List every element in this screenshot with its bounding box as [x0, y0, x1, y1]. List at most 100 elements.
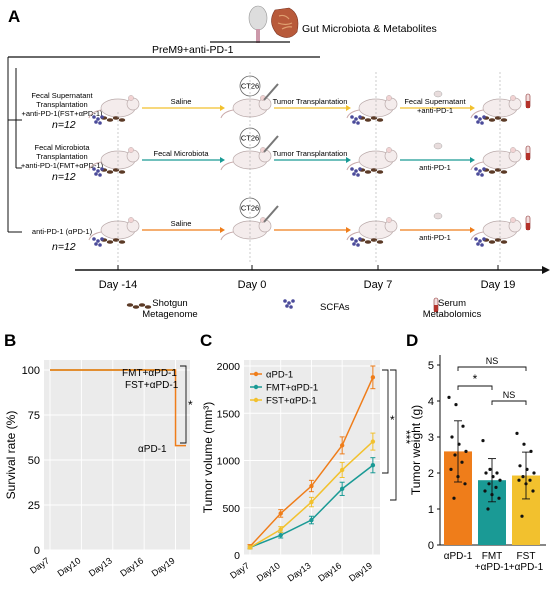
stool-icon: [358, 116, 384, 122]
mouse-icon: [220, 147, 272, 171]
mini-mouse-icon: [433, 142, 443, 150]
y-tick-label: 100: [22, 365, 40, 377]
molecule-icon: [474, 237, 486, 247]
significance-label: ***: [399, 430, 413, 444]
step-label: Saline: [171, 97, 192, 106]
y-tick-label: 2: [428, 468, 434, 480]
x-tick-label: Day16: [118, 555, 145, 578]
step-label: Fecal Supernatant: [404, 97, 466, 106]
comparison-bracket: [491, 400, 527, 405]
data-point: [490, 493, 494, 497]
data-point: [491, 475, 495, 479]
y-tick-label: 0: [428, 540, 434, 552]
step-label: anti-PD-1: [419, 163, 451, 172]
x-tick-label: Day19: [150, 555, 177, 578]
data-point: [450, 435, 454, 439]
syringe-icon: [263, 205, 279, 223]
molecule-icon: [350, 167, 362, 177]
y-axis-label: Tumor weight (g): [409, 405, 423, 495]
mouse-icon: [88, 95, 140, 119]
data-point: [449, 467, 453, 471]
legend-marker: [253, 397, 259, 403]
y-tick-label: 1500: [217, 408, 241, 420]
mouse-icon: [88, 217, 140, 241]
panel-b-letter: B: [4, 331, 16, 350]
y-tick-label: 50: [28, 455, 40, 467]
data-point: [309, 499, 314, 505]
arrow-head: [220, 105, 225, 111]
mouse-icon: [470, 147, 522, 171]
data-point: [488, 467, 492, 471]
y-tick-label: 1000: [217, 456, 241, 468]
legend-marker: [253, 371, 259, 377]
molecule-icon: [474, 115, 486, 125]
data-point: [370, 375, 376, 380]
data-point: [484, 471, 488, 475]
arrow-head: [346, 105, 351, 111]
comparison-label: NS: [503, 390, 516, 400]
significance-label: *: [188, 398, 193, 412]
group-n-label: n=12: [52, 171, 76, 183]
group-name-line: anti-PD-1 (αPD-1): [32, 227, 93, 236]
survival-line: [50, 369, 186, 447]
data-point: [278, 532, 283, 538]
data-point: [529, 449, 533, 453]
data-point: [309, 483, 314, 489]
group-name-line: Fecal Microbiota: [34, 143, 90, 152]
data-point: [454, 403, 458, 407]
timeline-label: Day 19: [481, 279, 516, 291]
serum-tube-icon: [525, 215, 531, 231]
data-point: [247, 545, 253, 550]
y-tick-label: 1: [428, 504, 434, 516]
data-point: [456, 475, 460, 479]
significance-bracket: [180, 365, 187, 444]
legend-label: SCFAs: [320, 302, 350, 313]
mouse-icon: [470, 95, 522, 119]
data-point: [447, 395, 451, 399]
panel-c-letter: C: [200, 331, 212, 350]
step-label: Tumor Transplantation: [273, 149, 348, 158]
group-row: Fecal MicrobiotaTransplantation+anti-PD-…: [21, 127, 531, 183]
data-point: [520, 514, 524, 518]
data-point: [370, 463, 376, 468]
data-point: [494, 485, 498, 489]
panel-a-letter: A: [8, 7, 20, 26]
data-point: [463, 482, 467, 486]
stool-icon: [126, 303, 152, 309]
mouse-icon: [220, 217, 272, 241]
y-axis-label: Tumor volume (mm³): [201, 402, 215, 514]
series-label: FST+αPD-1: [125, 380, 179, 391]
serum-tube-icon: [525, 145, 531, 161]
molecule-icon: [92, 115, 104, 125]
group-name-line: Transplantation: [36, 152, 87, 161]
x-tick-label: Day16: [316, 560, 343, 583]
data-point: [517, 478, 521, 482]
y-tick-label: 0: [34, 545, 40, 557]
data-point: [278, 527, 283, 532]
data-point: [461, 424, 465, 428]
data-point: [460, 460, 464, 464]
panel-d-letter: D: [406, 331, 418, 350]
molecule-icon: [92, 237, 104, 247]
syringe-icon: [263, 135, 279, 153]
group-n-label: n=12: [52, 119, 76, 131]
arrow-head: [220, 157, 225, 163]
y-tick-label: 4: [428, 396, 434, 408]
timeline-label: Day -14: [99, 279, 138, 291]
molecule-icon: [283, 299, 295, 309]
data-point: [532, 471, 536, 475]
syringe-icon: [263, 83, 279, 101]
x-category-label: αPD-1: [444, 551, 473, 562]
stool-icon: [482, 238, 508, 244]
mouse-icon: [346, 95, 398, 119]
x-category-label: +αPD-1: [475, 562, 510, 573]
y-tick-label: 5: [428, 360, 434, 372]
arrow-head: [346, 227, 351, 233]
data-point: [528, 478, 532, 482]
tumor-volume-chart: 0 500 1000 1500 2000 Day7 Day10 Day13 Day16 Day19…: [201, 360, 413, 584]
significance-label: *: [390, 413, 395, 427]
x-tick-label: Day7: [28, 555, 51, 575]
y-tick-label: 25: [28, 500, 40, 512]
